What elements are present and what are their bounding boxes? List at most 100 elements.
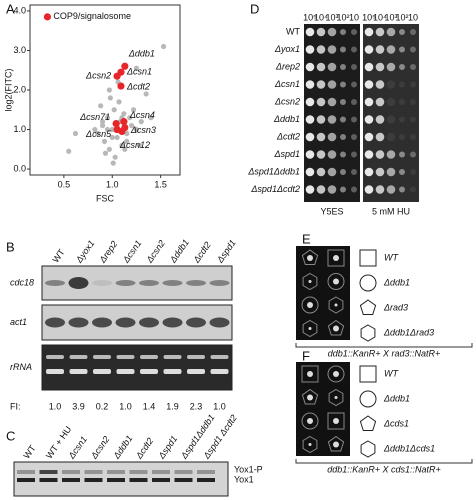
data-point [114,134,120,141]
colony [307,418,313,424]
panel-letter: D [250,1,259,16]
data-point [121,62,129,70]
band [163,355,182,359]
genotype-outline [302,272,318,291]
fi-value: 1.0 [49,401,62,411]
bracket [295,459,473,464]
colony [307,371,313,377]
strain-label: Δddb1 [273,114,300,124]
data-point [148,115,154,121]
genotype-outline [327,435,345,452]
cross-label: ddb1::KanR+ X rad3::NatR+ [328,348,441,358]
data-point [118,127,126,136]
point-label: Δcsn2 [85,71,111,81]
data-point [106,146,112,152]
spot [364,27,374,37]
spot [351,134,357,140]
strain-label: Δspd1Δcdt2 [250,184,300,194]
fi-value: 1.9 [166,401,179,411]
panel-letter: B [6,239,15,254]
colony [307,255,313,261]
dilution-label: 10² [395,12,408,22]
spot [399,186,405,193]
spot [340,169,346,175]
spot [399,99,405,105]
point-label: Δcsn12 [119,140,150,150]
spot [410,99,416,105]
colony [308,280,312,283]
spot [375,185,385,194]
genotype-outline [328,296,344,314]
y-tick-label: 4.0 [13,5,26,15]
colony [307,394,313,401]
spot [351,29,357,35]
tetrad-plate [296,362,350,456]
legend-label: Δcds1 [383,418,409,428]
data-point [72,130,79,137]
y-axis-label: log2(FITC) [3,68,13,111]
fi-label: FI: [10,401,21,411]
band [46,369,64,374]
legend-label: Δddb1Δrad3 [383,327,434,337]
fi-value: 3.9 [72,401,85,411]
legend-label: Δddb1 [383,393,410,403]
genotype-outline [328,388,344,407]
legend-shape [359,249,377,267]
band [93,369,111,374]
band [129,478,148,482]
legend-shape [359,390,377,408]
dilution-label: 10 [408,12,418,22]
band [116,369,135,374]
band [139,280,159,286]
data-point [117,82,125,90]
legend-label: WT [384,252,399,262]
band [186,280,206,286]
panel-letter: A [6,1,15,16]
data-point [43,13,52,21]
colony [308,327,312,330]
data-point [101,138,108,144]
condition-label: 5 mM HU [372,206,410,216]
panel-letter: F [302,348,310,363]
band [62,478,80,482]
spot [386,132,396,142]
spot [316,97,326,107]
dilution-label: 10² [336,12,349,22]
legend-shape [359,299,377,315]
band [69,369,88,374]
dilution-label: 10³ [325,12,338,22]
spot [375,27,385,37]
lane-label: Δcsn1 [66,434,89,461]
spot [364,115,374,124]
spot [305,80,315,89]
spot [327,150,337,159]
spot [364,150,374,159]
spot [364,45,374,54]
band [62,470,80,474]
band [152,478,170,482]
colony [333,325,339,332]
data-point [112,154,118,160]
data-point [122,146,128,152]
fi-value: 2.3 [190,401,203,411]
band [209,280,230,286]
spot [327,97,337,107]
strain-label: WT [286,26,300,36]
spot [386,27,396,37]
lane-label: Δcsn2 [144,238,167,265]
lane-label: WT [21,443,38,461]
spot [364,80,374,89]
spot [399,116,405,123]
spot [340,46,346,53]
dilution-label: 10⁵ [362,12,376,22]
condition-label: Y5ES [320,206,343,216]
row-label: act1 [10,317,27,327]
band [107,470,125,474]
spot [364,97,374,107]
spot [316,115,326,124]
data-point [98,103,104,109]
data-point [138,119,144,125]
band [84,470,103,474]
panel-letter: C [6,428,15,443]
spot [375,150,385,159]
